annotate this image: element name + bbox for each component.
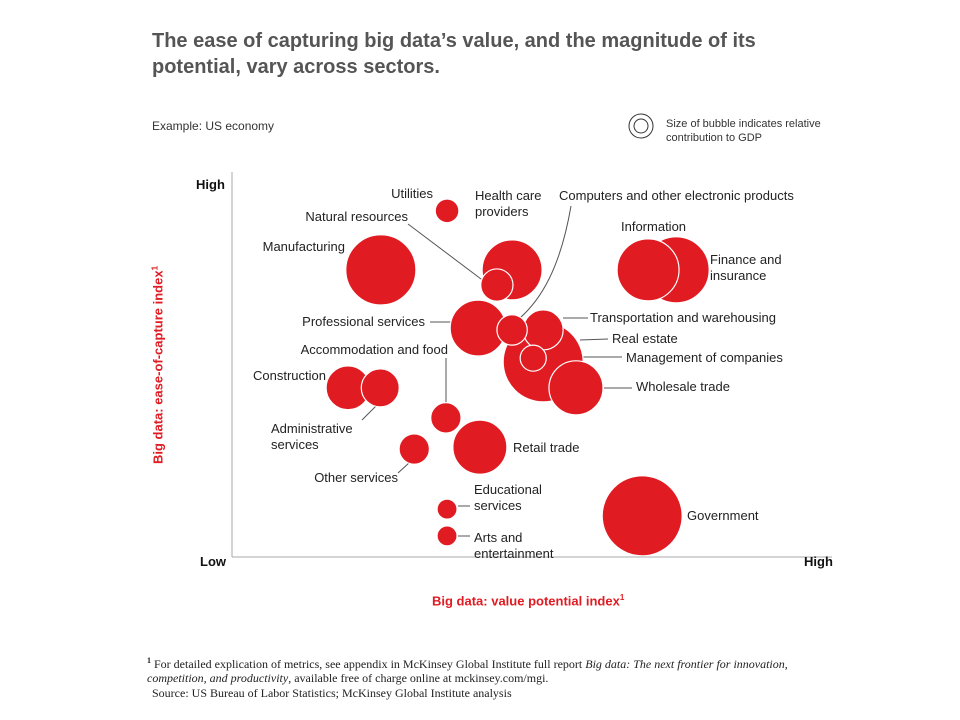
bubble: [480, 268, 514, 302]
bubble-label: Wholesale trade: [636, 379, 730, 394]
bubble: [398, 433, 431, 465]
footnote-text: Big data: The next frontier for innovati…: [147, 657, 788, 685]
bubble: [430, 402, 462, 434]
x-axis-title: Big data: value potential index1: [432, 593, 624, 608]
bubble: [496, 314, 528, 346]
bubbles: [325, 198, 710, 557]
bubble-label: Administrative services: [271, 421, 353, 452]
x-tick-label: High: [804, 554, 833, 569]
bubble: [345, 234, 417, 306]
bubble: [548, 360, 604, 416]
bubble-label: Computers and other electronic products: [559, 188, 794, 203]
bubble-label: Utilities: [391, 186, 433, 201]
footnote-text: , available free of charge online at mck…: [288, 671, 549, 685]
footnote-marker: 1: [147, 656, 151, 665]
footnote-marker: 1: [619, 593, 625, 602]
bubble-label: Retail trade: [513, 440, 580, 455]
y-axis-title: Big data: ease-of-capture index1: [150, 266, 165, 464]
chart-title: The ease of capturing big data’s value, …: [152, 30, 756, 78]
subtitle: Example: US economy: [152, 119, 275, 133]
source: Source: US Bureau of Labor Statistics; M…: [152, 686, 512, 700]
bubble: [519, 344, 547, 372]
bubble: [452, 419, 508, 475]
bubble: [616, 238, 680, 302]
bubble: [436, 498, 458, 520]
bubble-label: Health care providers: [475, 188, 542, 219]
bubble-label: Management of companies: [626, 350, 783, 365]
bubble-label: Educational services: [474, 482, 542, 513]
legend-icon: [628, 113, 654, 139]
footnote-marker: 1: [150, 265, 160, 271]
bubble-label: Accommodation and food: [300, 342, 448, 357]
x-tick-label: Low: [200, 554, 226, 569]
footnote-text: For detailed explication of metrics, see…: [154, 657, 586, 671]
bubble: [434, 198, 460, 224]
size-legend: Size of bubble indicates relative contri…: [666, 118, 821, 144]
bubble-label: Construction: [253, 368, 326, 383]
bubble-label: Natural resources: [305, 209, 408, 224]
leader-lines: [361, 205, 661, 537]
bubble-label: Real estate: [612, 331, 678, 346]
bubble-label: Finance and insurance: [710, 252, 782, 283]
bubble: [601, 475, 683, 557]
bubble-label: Professional services: [302, 314, 425, 329]
bubble-label: Information: [621, 219, 687, 234]
bubble: [522, 309, 564, 351]
bubble-label: Transportation and warehousing: [590, 310, 776, 325]
footnote: 1 For detailed explication of metrics, s…: [147, 654, 847, 685]
bubble: [436, 525, 458, 547]
bubble: [360, 368, 400, 408]
y-axis-label: Big data: ease-of-capture index: [150, 270, 166, 465]
legend-icon: [633, 118, 649, 134]
bubble-label: Arts and entertainment: [474, 530, 554, 561]
bubble-label: Other services: [314, 470, 398, 485]
bubble-label: Government: [687, 508, 759, 523]
x-axis-label: Big data: value potential index: [432, 593, 620, 609]
bubble-label: Manufacturing: [262, 239, 345, 254]
y-tick-label: High: [196, 177, 225, 192]
